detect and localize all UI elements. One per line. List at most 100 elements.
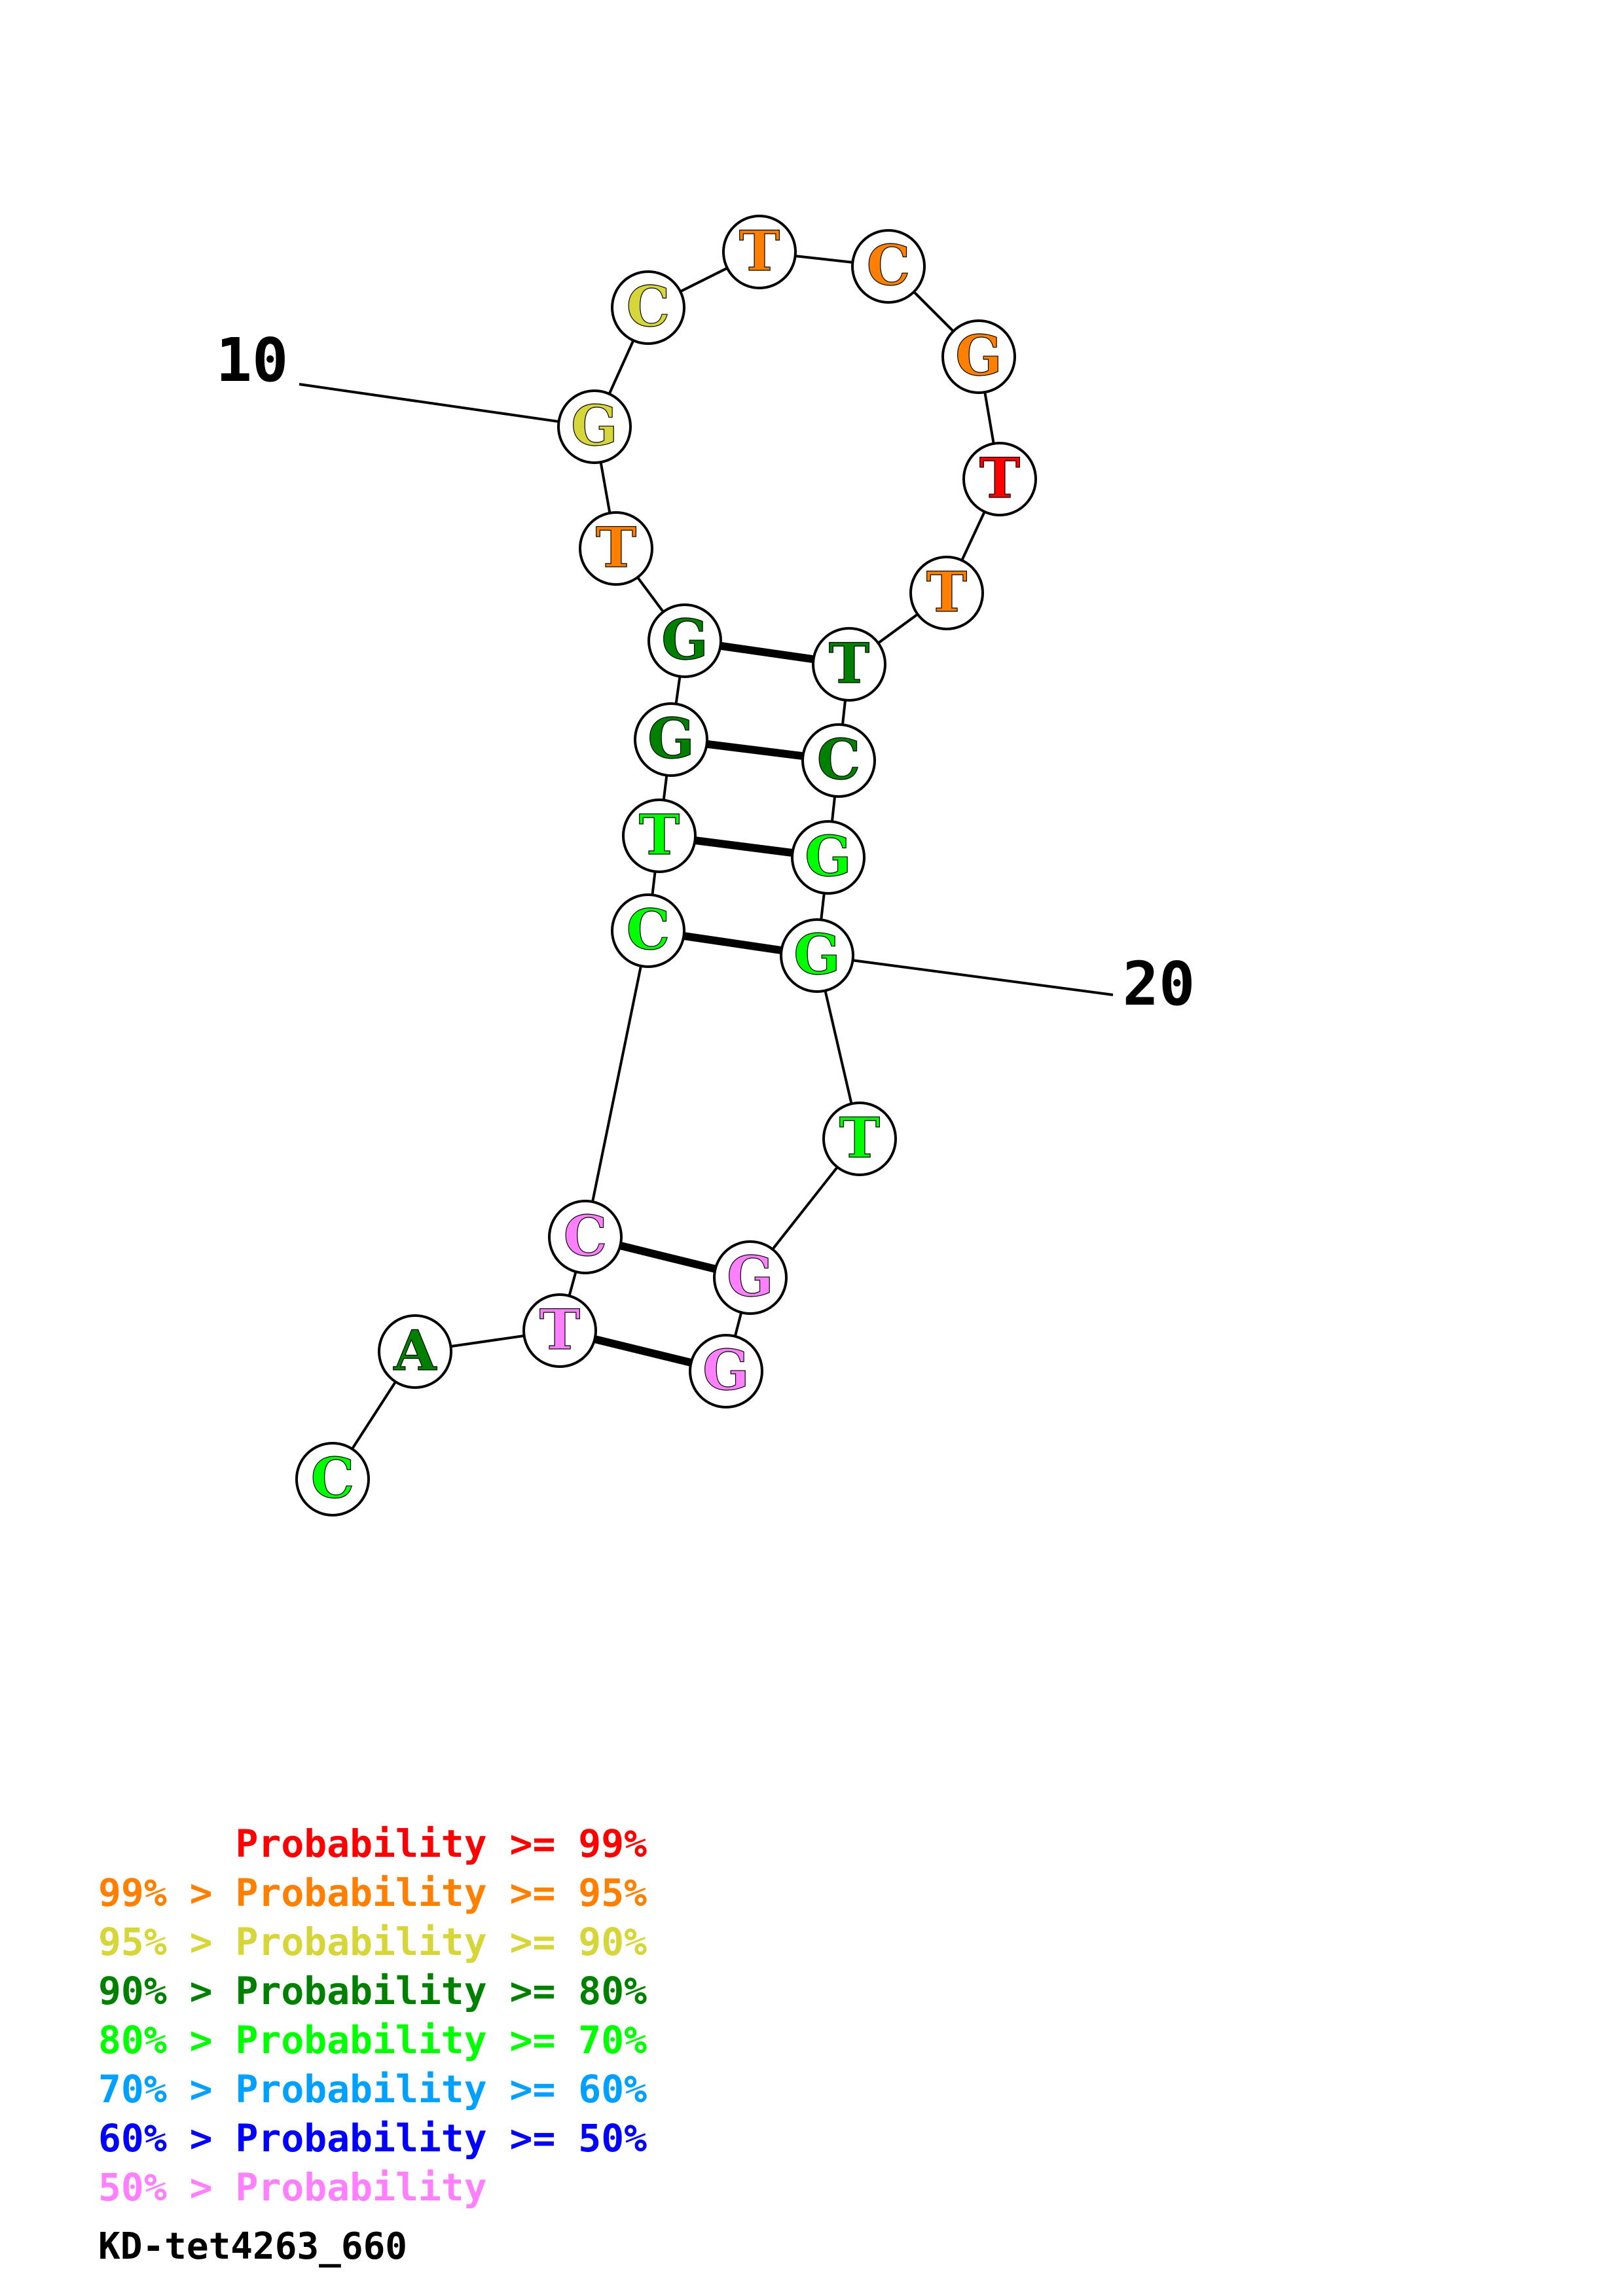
nucleotide-base: T — [979, 446, 1021, 511]
legend-prefix: 95% > — [98, 1920, 236, 1964]
nucleotide-circle — [689, 1334, 763, 1408]
nucleotide-circle — [722, 215, 797, 289]
nucleotide-3: T — [522, 1293, 597, 1368]
nucleotide-base: T — [739, 219, 780, 283]
nucleotide-circle — [812, 627, 886, 702]
nucleotide-13: C — [851, 229, 926, 304]
nucleotide-15: T — [962, 442, 1037, 516]
nucleotide-circle — [962, 442, 1037, 516]
nucleotide-circle — [791, 820, 866, 895]
nucleotide-circle — [557, 389, 632, 464]
legend-text: Probability — [235, 2165, 487, 2210]
nucleotide-base: G — [702, 1338, 750, 1403]
position-label-line — [299, 383, 595, 428]
nucleotide-base: A — [393, 1318, 437, 1383]
nucleotide-base: G — [793, 922, 841, 987]
nucleotide-7: G — [634, 702, 708, 777]
legend-text: Probability >= 80% — [235, 1969, 647, 2013]
nucleotide-9: T — [579, 511, 653, 586]
legend-prefix: 70% > — [98, 2067, 236, 2111]
legend-row: 90% > Probability >= 80% — [98, 1967, 647, 2016]
legend-text: Probability >= 90% — [235, 1920, 647, 1964]
legend-prefix — [98, 1821, 236, 1866]
legend-prefix: 99% > — [98, 1871, 236, 1915]
structure-title: KD-tet4263_660 — [98, 2225, 408, 2268]
legend-row: 80% > Probability >= 70% — [98, 2016, 647, 2065]
nucleotide-base: T — [596, 515, 637, 580]
nucleotide-base: G — [647, 706, 695, 771]
nucleotide-base: G — [955, 323, 1002, 388]
nucleotide-12: T — [722, 215, 797, 289]
nucleotide-base: C — [311, 1446, 355, 1511]
nucleotide-base: C — [817, 727, 861, 792]
nucleotide-base: T — [829, 631, 870, 696]
nucleotide-circle — [579, 511, 653, 586]
legend-row: 50% > Probability — [98, 2163, 647, 2212]
nucleotide-base: G — [727, 1244, 774, 1309]
nucleotide-circle — [780, 918, 854, 993]
nucleotide-circle — [851, 229, 926, 304]
nucleotide-10: G — [557, 389, 632, 464]
legend-text: Probability >= 60% — [235, 2067, 647, 2111]
nucleotide-circle — [634, 702, 708, 777]
nucleotide-circle — [941, 319, 1016, 394]
nucleotide-circle — [647, 603, 722, 678]
legend-text: Probability >= 50% — [235, 2116, 647, 2161]
nucleotide-8: G — [647, 603, 722, 678]
nucleotide-17: T — [812, 627, 886, 702]
nucleotide-circle — [713, 1240, 788, 1315]
legend-prefix: 90% > — [98, 1969, 236, 2013]
nucleotide-11: C — [611, 270, 685, 345]
position-label-line — [816, 954, 1114, 996]
nucleotide-4: C — [548, 1200, 623, 1274]
nucleotide-base: C — [627, 274, 670, 339]
backbone-link — [584, 930, 649, 1238]
nucleotide-base: C — [564, 1204, 608, 1268]
nucleotide-circle — [622, 798, 697, 873]
legend-text: Probability >= 95% — [235, 1871, 647, 1915]
legend-row: 99% > Probability >= 95% — [98, 1869, 647, 1918]
position-label: 20 — [1123, 949, 1195, 1019]
nucleotide-circle — [611, 270, 685, 345]
nucleotide-base: C — [627, 897, 670, 962]
nucleotide-1: C — [295, 1442, 370, 1516]
nucleotide-16: T — [909, 556, 984, 630]
position-label: 10 — [216, 325, 289, 395]
nucleotide-circle — [801, 723, 876, 798]
nucleotide-base: T — [639, 802, 680, 867]
nucleotide-19: G — [791, 820, 866, 895]
legend-prefix: 60% > — [98, 2116, 236, 2161]
nucleotide-circle — [378, 1314, 452, 1389]
nucleotide-base: G — [571, 393, 618, 458]
nucleotide-23: G — [689, 1334, 763, 1408]
legend-prefix: 50% > — [98, 2165, 236, 2210]
nucleotide-6: T — [622, 798, 697, 873]
nucleotide-base: T — [926, 560, 968, 624]
legend-row: 60% > Probability >= 50% — [98, 2114, 647, 2163]
nucleotide-circle — [909, 556, 984, 630]
legend-prefix: 80% > — [98, 2018, 236, 2062]
nucleotide-5: C — [611, 893, 685, 968]
nucleotide-22: G — [713, 1240, 788, 1315]
nucleotide-2: A — [378, 1314, 452, 1389]
legend-text: Probability >= 70% — [235, 2018, 647, 2062]
nucleotide-circle — [548, 1200, 623, 1274]
legend-row: 70% > Probability >= 60% — [98, 2065, 647, 2114]
probability-legend: Probability >= 99% 99% > Probability >= 9… — [98, 1820, 647, 2212]
nucleotide-14: G — [941, 319, 1016, 394]
nucleotide-base: T — [839, 1105, 881, 1170]
nucleotide-circle — [611, 893, 685, 968]
nucleotide-21: T — [822, 1102, 897, 1176]
nucleotide-base: G — [661, 607, 708, 672]
nucleotide-circle — [522, 1293, 597, 1368]
nucleotide-circle — [295, 1442, 370, 1516]
legend-row: 95% > Probability >= 90% — [98, 1918, 647, 1967]
nucleotide-base: G — [805, 824, 852, 889]
nucleotide-base: T — [539, 1297, 581, 1362]
nucleotide-18: C — [801, 723, 876, 798]
nucleotide-circle — [822, 1102, 897, 1176]
legend-row: Probability >= 99% — [98, 1820, 647, 1869]
nucleotide-base: C — [867, 233, 911, 298]
legend-text: Probability >= 99% — [235, 1821, 647, 1866]
